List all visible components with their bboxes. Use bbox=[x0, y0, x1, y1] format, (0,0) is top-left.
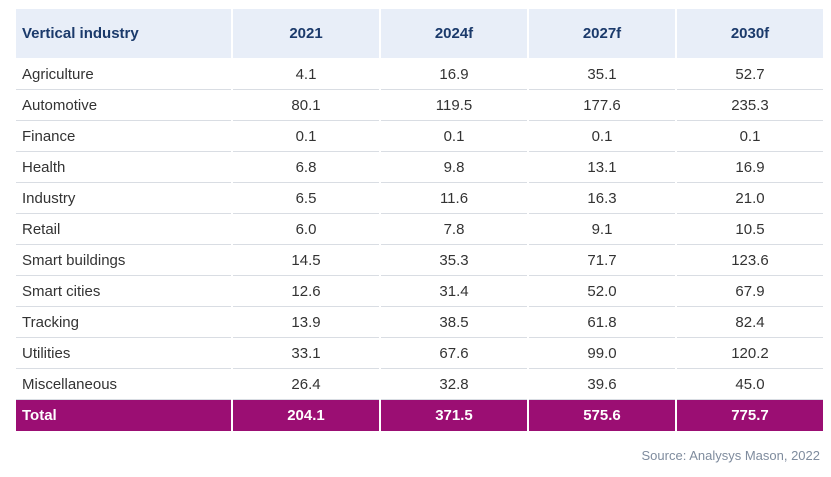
table-cell: 4.1 bbox=[233, 59, 379, 90]
table-cell: 67.6 bbox=[381, 338, 527, 369]
table-row: Health 6.8 9.8 13.1 16.9 bbox=[16, 152, 823, 183]
total-cell: 575.6 bbox=[529, 400, 675, 431]
table-cell: 71.7 bbox=[529, 245, 675, 276]
table-cell: 7.8 bbox=[381, 214, 527, 245]
table-cell: 13.1 bbox=[529, 152, 675, 183]
table-cell: 26.4 bbox=[233, 369, 379, 400]
table-cell: 11.6 bbox=[381, 183, 527, 214]
header-2027f: 2027f bbox=[529, 9, 675, 59]
table-cell: 52.0 bbox=[529, 276, 675, 307]
table-cell: 235.3 bbox=[677, 90, 823, 121]
header-2024f: 2024f bbox=[381, 9, 527, 59]
table-cell: 10.5 bbox=[677, 214, 823, 245]
total-row: Total 204.1 371.5 575.6 775.7 bbox=[16, 400, 823, 431]
table-cell: 6.8 bbox=[233, 152, 379, 183]
row-label: Retail bbox=[16, 214, 231, 245]
table-cell: 16.9 bbox=[677, 152, 823, 183]
table-cell: 35.3 bbox=[381, 245, 527, 276]
table-cell: 99.0 bbox=[529, 338, 675, 369]
table-row: Utilities 33.1 67.6 99.0 120.2 bbox=[16, 338, 823, 369]
row-label: Smart buildings bbox=[16, 245, 231, 276]
table-cell: 33.1 bbox=[233, 338, 379, 369]
table-cell: 61.8 bbox=[529, 307, 675, 338]
table-row: Finance 0.1 0.1 0.1 0.1 bbox=[16, 121, 823, 152]
table-cell: 120.2 bbox=[677, 338, 823, 369]
source-note: Source: Analysys Mason, 2022 bbox=[641, 448, 821, 463]
table-cell: 39.6 bbox=[529, 369, 675, 400]
total-cell: 371.5 bbox=[381, 400, 527, 431]
row-label: Automotive bbox=[16, 90, 231, 121]
table-cell: 6.0 bbox=[233, 214, 379, 245]
data-table-container: Vertical industry 2021 2024f 2027f 2030f… bbox=[14, 9, 823, 431]
table-row: Retail 6.0 7.8 9.1 10.5 bbox=[16, 214, 823, 245]
row-label: Tracking bbox=[16, 307, 231, 338]
row-label: Agriculture bbox=[16, 59, 231, 90]
table-cell: 119.5 bbox=[381, 90, 527, 121]
row-label: Smart cities bbox=[16, 276, 231, 307]
table-cell: 38.5 bbox=[381, 307, 527, 338]
table-cell: 16.3 bbox=[529, 183, 675, 214]
total-cell: 204.1 bbox=[233, 400, 379, 431]
header-vertical-industry: Vertical industry bbox=[16, 9, 231, 59]
table-row: Automotive 80.1 119.5 177.6 235.3 bbox=[16, 90, 823, 121]
table-cell: 9.1 bbox=[529, 214, 675, 245]
total-cell: 775.7 bbox=[677, 400, 823, 431]
table-cell: 80.1 bbox=[233, 90, 379, 121]
header-row: Vertical industry 2021 2024f 2027f 2030f bbox=[16, 9, 823, 59]
table-row: Smart buildings 14.5 35.3 71.7 123.6 bbox=[16, 245, 823, 276]
table-row: Industry 6.5 11.6 16.3 21.0 bbox=[16, 183, 823, 214]
table-cell: 177.6 bbox=[529, 90, 675, 121]
table-cell: 13.9 bbox=[233, 307, 379, 338]
table-cell: 14.5 bbox=[233, 245, 379, 276]
table-cell: 0.1 bbox=[381, 121, 527, 152]
table-cell: 45.0 bbox=[677, 369, 823, 400]
row-label: Miscellaneous bbox=[16, 369, 231, 400]
row-label: Health bbox=[16, 152, 231, 183]
table-cell: 21.0 bbox=[677, 183, 823, 214]
table-cell: 31.4 bbox=[381, 276, 527, 307]
table-cell: 0.1 bbox=[529, 121, 675, 152]
table-cell: 82.4 bbox=[677, 307, 823, 338]
total-label: Total bbox=[16, 400, 231, 431]
vertical-industry-table: Vertical industry 2021 2024f 2027f 2030f… bbox=[14, 9, 825, 431]
table-cell: 67.9 bbox=[677, 276, 823, 307]
table-row: Tracking 13.9 38.5 61.8 82.4 bbox=[16, 307, 823, 338]
header-2021: 2021 bbox=[233, 9, 379, 59]
table-cell: 12.6 bbox=[233, 276, 379, 307]
header-2030f: 2030f bbox=[677, 9, 823, 59]
table-cell: 52.7 bbox=[677, 59, 823, 90]
row-label: Industry bbox=[16, 183, 231, 214]
row-label: Utilities bbox=[16, 338, 231, 369]
table-cell: 16.9 bbox=[381, 59, 527, 90]
table-cell: 9.8 bbox=[381, 152, 527, 183]
table-cell: 32.8 bbox=[381, 369, 527, 400]
table-row: Miscellaneous 26.4 32.8 39.6 45.0 bbox=[16, 369, 823, 400]
table-cell: 6.5 bbox=[233, 183, 379, 214]
table-cell: 0.1 bbox=[233, 121, 379, 152]
table-cell: 123.6 bbox=[677, 245, 823, 276]
table-cell: 35.1 bbox=[529, 59, 675, 90]
table-cell: 0.1 bbox=[677, 121, 823, 152]
table-row: Agriculture 4.1 16.9 35.1 52.7 bbox=[16, 59, 823, 90]
row-label: Finance bbox=[16, 121, 231, 152]
table-row: Smart cities 12.6 31.4 52.0 67.9 bbox=[16, 276, 823, 307]
